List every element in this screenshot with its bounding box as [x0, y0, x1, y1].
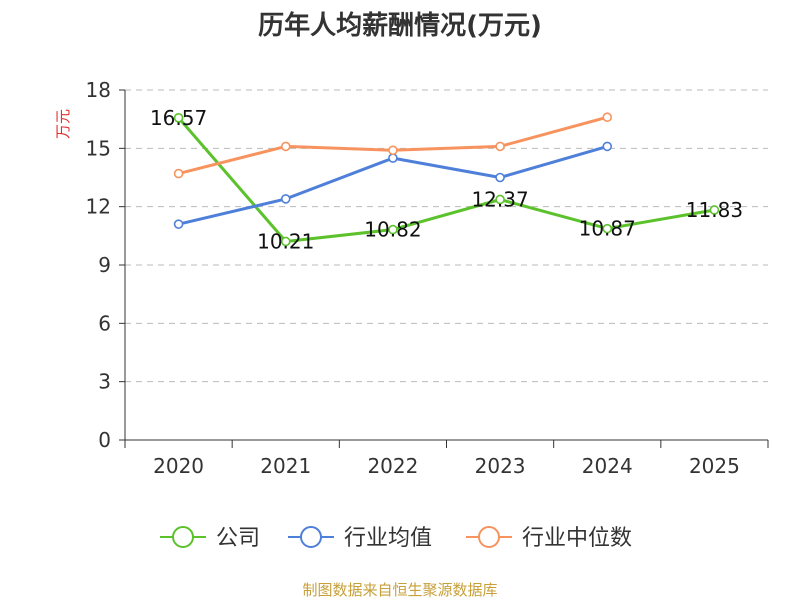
legend-swatch-marker: [172, 526, 194, 548]
data-label: 10.21: [257, 229, 314, 253]
data-point: [602, 141, 613, 152]
y-axis-unit-label: 万元: [54, 109, 72, 139]
data-point: [173, 168, 184, 179]
x-tick-label: 2025: [689, 454, 740, 478]
data-point: [173, 113, 184, 123]
data-point: [495, 141, 505, 152]
legend-label: 行业中位数: [522, 526, 632, 551]
data-point: [388, 153, 398, 163]
x-tick-label: 2020: [153, 454, 204, 478]
data-point: [602, 112, 613, 123]
data-point: [280, 194, 291, 204]
x-tick-label: 2024: [582, 454, 633, 478]
chart-title: 历年人均薪酬情况(万元): [258, 10, 542, 41]
legend-item-1[interactable]: 行业均值: [288, 526, 432, 551]
legend-label: 行业均值: [344, 526, 432, 551]
legend-item-2[interactable]: 行业中位数: [466, 526, 632, 551]
data-point: [388, 145, 398, 156]
x-tick-label: 2023: [475, 454, 526, 478]
legend-swatch-marker: [478, 526, 500, 548]
legend-label: 公司: [216, 526, 260, 551]
legend-swatch-marker: [300, 526, 322, 548]
y-tick-label: 6: [98, 311, 111, 335]
x-tick-label: 2021: [260, 454, 311, 478]
data-point: [280, 236, 291, 247]
data-point: [495, 172, 505, 183]
y-tick-label: 3: [98, 370, 111, 394]
series-line-0: [177, 116, 715, 243]
y-tick-label: 15: [86, 136, 111, 160]
y-tick-label: 9: [98, 253, 111, 277]
legend-item-0[interactable]: 公司: [160, 526, 260, 551]
data-label: 12.37: [471, 187, 528, 211]
data-point: [495, 194, 505, 205]
y-tick-label: 18: [86, 78, 111, 102]
data-label: 10.87: [579, 217, 636, 241]
data-point: [280, 141, 291, 152]
y-tick-label: 0: [98, 428, 111, 452]
data-label: 16.57: [150, 106, 207, 130]
x-tick-label: 2022: [367, 454, 418, 478]
axes: 0 3 6 9 12 15 18 2020 2021 2022 2023 2024 2025: [86, 78, 769, 478]
series-lines: [173, 112, 720, 247]
data-label: 11.83: [686, 198, 743, 222]
legend[interactable]: 公司 行业均值 行业中位数: [160, 526, 632, 551]
data-point: [388, 224, 398, 235]
source-note: 制图数据来自恒生聚源数据库: [302, 581, 497, 599]
data-labels: 16.57 10.21 10.82 12.37 10.87 11.83: [150, 106, 743, 254]
data-point: [602, 223, 613, 234]
y-tick-label: 12: [86, 195, 111, 219]
grid-lines: [125, 89, 768, 383]
data-point: [709, 205, 720, 215]
data-point: [173, 219, 184, 229]
data-label: 10.82: [364, 218, 421, 242]
